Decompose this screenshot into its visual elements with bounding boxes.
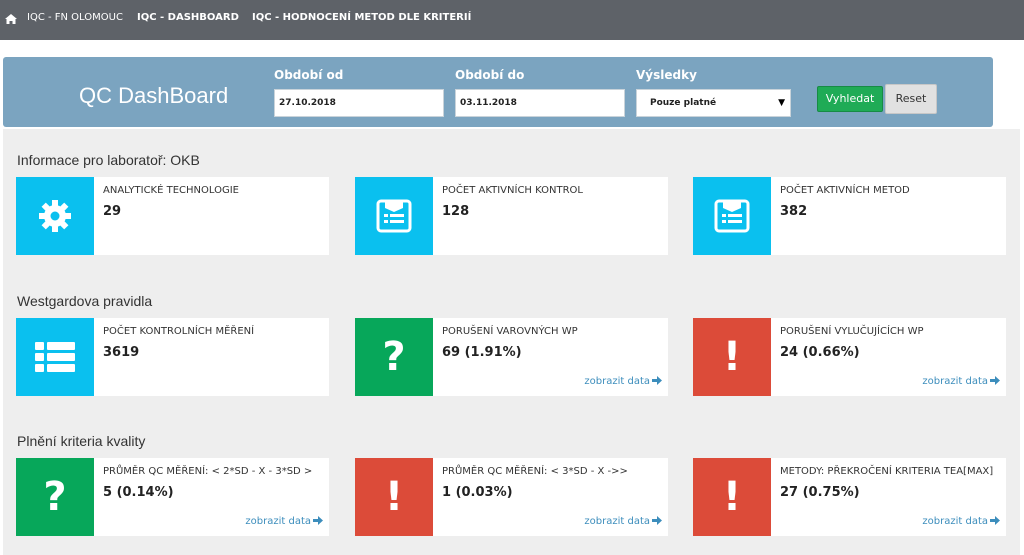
exclamation-icon: ! (384, 474, 404, 520)
reset-button[interactable]: Reset (885, 84, 937, 114)
list-doc-icon (376, 199, 412, 233)
card-control-measurements: POČET KONTROLNÍCH MĚŘENÍ 3619 (16, 318, 329, 396)
card-title: POČET AKTIVNÍCH KONTROL (442, 185, 583, 196)
card-active-controls: POČET AKTIVNÍCH KONTROL 128 (355, 177, 668, 255)
page-title: QC DashBoard (79, 83, 229, 108)
period-from-label: Období od (274, 68, 344, 82)
nav-dashboard-link[interactable]: IQC - DASHBOARD (137, 12, 239, 23)
arrow-right-icon (652, 516, 662, 525)
dashboard-content: Informace pro laboratoř: OKB ANALYTICKÉ … (3, 129, 1020, 555)
card-value: 3619 (103, 345, 140, 360)
period-to-label: Období do (455, 68, 525, 82)
show-data-link-label: zobrazit data (584, 516, 650, 527)
nav-evaluation-link[interactable]: IQC - HODNOCENÍ METOD DLE KRITERIÍ (252, 12, 472, 23)
card-value: 24 (0.66%) (780, 345, 860, 360)
card-title: PORUŠENÍ VAROVNÝCH WP (442, 326, 578, 337)
card-analytic-technologies: ANALYTICKÉ TECHNOLOGIE 29 (16, 177, 329, 255)
show-data-link[interactable]: zobrazit data (922, 376, 1000, 387)
search-button[interactable]: Vyhledat (817, 86, 883, 112)
question-icon: ? (382, 334, 406, 380)
show-data-link[interactable]: zobrazit data (584, 376, 662, 387)
arrow-right-icon (990, 516, 1000, 525)
period-from-input[interactable]: 27.10.2018 (274, 89, 444, 117)
filter-panel: QC DashBoard Období od 27.10.2018 Období… (3, 57, 993, 127)
exclamation-icon: ! (722, 474, 742, 520)
arrow-right-icon (652, 376, 662, 385)
question-icon: ? (43, 474, 67, 520)
show-data-link-label: zobrazit data (922, 516, 988, 527)
card-title: POČET AKTIVNÍCH METOD (780, 185, 910, 196)
list-doc-icon (714, 199, 750, 233)
card-title: PRŮMĚR QC MĚŘENÍ: < 3*SD - X ->> (442, 466, 628, 477)
results-select-value: Pouze platné (650, 98, 717, 108)
card-value: 69 (1.91%) (442, 345, 522, 360)
show-data-link[interactable]: zobrazit data (245, 516, 323, 527)
card-value: 1 (0.03%) (442, 485, 513, 500)
home-icon[interactable] (4, 12, 18, 26)
card-qc-avg-3sd: ! PRŮMĚR QC MĚŘENÍ: < 3*SD - X ->> 1 (0.… (355, 458, 668, 536)
show-data-link-label: zobrazit data (584, 376, 650, 387)
card-title: PRŮMĚR QC MĚŘENÍ: < 2*SD - X - 3*SD > (103, 466, 313, 477)
show-data-link-label: zobrazit data (922, 376, 988, 387)
caret-down-icon: ▼ (778, 98, 785, 108)
card-title: POČET KONTROLNÍCH MĚŘENÍ (103, 326, 255, 337)
arrow-right-icon (313, 516, 323, 525)
card-value: 5 (0.14%) (103, 485, 174, 500)
section-title-lab-info: Informace pro laboratoř: OKB (17, 152, 200, 168)
show-data-link[interactable]: zobrazit data (584, 516, 662, 527)
results-select[interactable]: Pouze platné ▼ (636, 89, 791, 117)
top-navbar: IQC - FN OLOMOUC IQC - DASHBOARD IQC - H… (0, 0, 1024, 40)
card-value: 29 (103, 204, 122, 219)
section-title-quality-criteria: Plnění kriteria kvality (17, 433, 146, 449)
card-value: 382 (780, 204, 808, 219)
list-icon (35, 342, 75, 372)
card-title: METODY: PŘEKROČENÍ KRITERIA TEA[MAX] (780, 466, 994, 477)
card-value: 27 (0.75%) (780, 485, 860, 500)
card-rejection-rules: ! PORUŠENÍ VYLUČUJÍCÍCH WP 24 (0.66%) zo… (693, 318, 1006, 396)
nav-brand-link[interactable]: IQC - FN OLOMOUC (27, 12, 123, 23)
card-qc-avg-2sd-3sd: ? PRŮMĚR QC MĚŘENÍ: < 2*SD - X - 3*SD > … (16, 458, 329, 536)
card-active-methods: POČET AKTIVNÍCH METOD 382 (693, 177, 1006, 255)
card-title: PORUŠENÍ VYLUČUJÍCÍCH WP (780, 326, 924, 337)
arrow-right-icon (990, 376, 1000, 385)
show-data-link[interactable]: zobrazit data (922, 516, 1000, 527)
results-label: Výsledky (636, 68, 697, 82)
gear-icon (39, 200, 71, 232)
show-data-link-label: zobrazit data (245, 516, 311, 527)
card-tea-max-exceeded: ! METODY: PŘEKROČENÍ KRITERIA TEA[MAX] 2… (693, 458, 1006, 536)
section-title-westgard: Westgardova pravidla (17, 293, 153, 309)
card-title: ANALYTICKÉ TECHNOLOGIE (103, 185, 239, 196)
card-value: 128 (442, 204, 470, 219)
card-warning-rules: ? PORUŠENÍ VAROVNÝCH WP 69 (1.91%) zobra… (355, 318, 668, 396)
period-to-input[interactable]: 03.11.2018 (455, 89, 625, 117)
exclamation-icon: ! (722, 334, 742, 380)
